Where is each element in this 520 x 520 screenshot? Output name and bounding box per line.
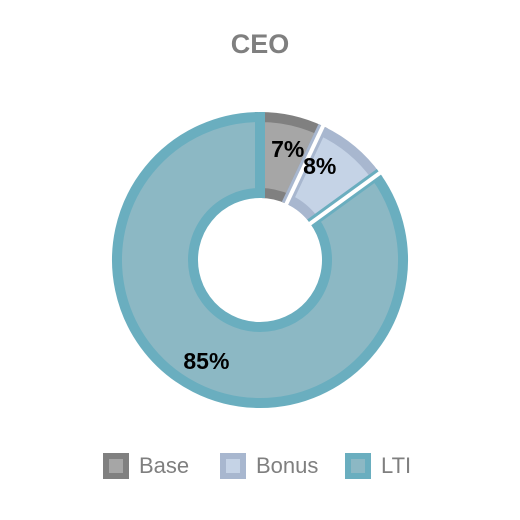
donut-slices — [112, 110, 408, 408]
legend-swatch-base — [103, 453, 129, 479]
chart-title: CEO — [231, 29, 290, 59]
slice-label-base: 7% — [271, 136, 304, 162]
legend: Base Bonus LTI — [103, 453, 411, 479]
slice-lti — [112, 111, 408, 408]
slice-label-bonus: 8% — [303, 153, 336, 179]
legend-label-base: Base — [139, 453, 189, 478]
legend-swatch-lti — [345, 453, 371, 479]
slice-labels: 7%8% 85% — [183, 136, 336, 374]
slice-separator-lti — [307, 170, 383, 227]
legend-label-bonus: Bonus — [256, 453, 318, 478]
slice-separator-bonus — [283, 123, 326, 207]
legend-label-lti: LTI — [381, 453, 411, 478]
slice-label-lti: 85% — [183, 348, 229, 374]
legend-swatch-bonus — [220, 453, 246, 479]
